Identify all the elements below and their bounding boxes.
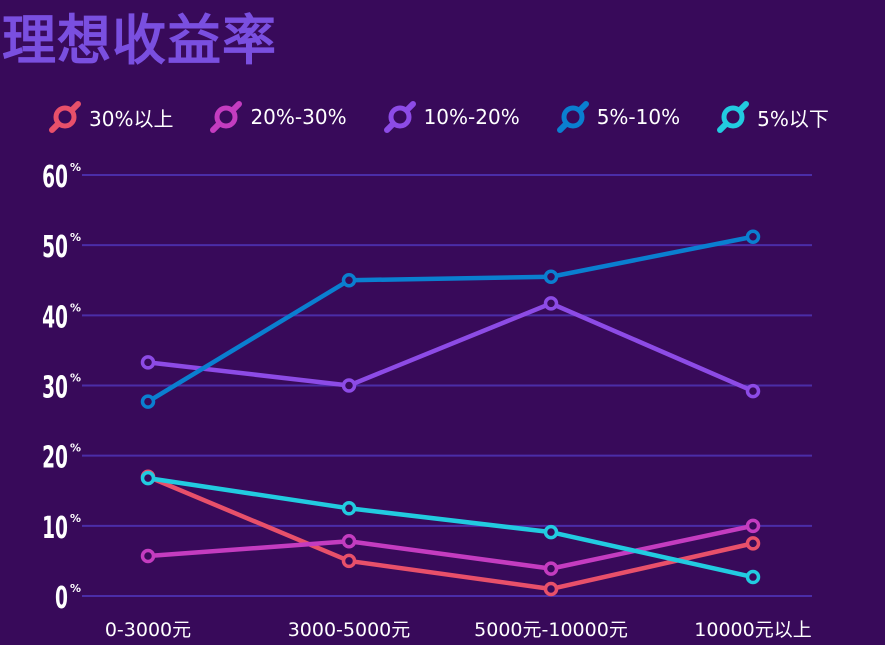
chart-title: 理想收益率: [2, 9, 277, 72]
series-line: [145, 234, 756, 404]
y-tick-suffix: %: [70, 372, 81, 385]
series-line: [145, 475, 756, 580]
legend-item: 20%-30%: [209, 100, 347, 134]
data-point: [543, 524, 559, 540]
legend-item: 10%-20%: [383, 100, 520, 134]
legend-marker-icon: [210, 101, 243, 133]
legend: 30%以上 20%-30% 10%-20% 5%-10% 5%以下: [48, 100, 865, 134]
data-point: [745, 536, 761, 551]
y-tick-suffix: %: [70, 442, 81, 455]
legend-marker-icon: [717, 101, 750, 133]
series-line: [145, 301, 756, 394]
x-tick-label: 5000元-10000元: [474, 619, 628, 641]
data-point: [140, 548, 156, 564]
data-point: [745, 383, 761, 399]
x-tick-label: 10000元以上: [694, 619, 811, 641]
y-tick-suffix: %: [70, 512, 81, 525]
legend-label: 5%以下: [757, 106, 829, 131]
legend-label: 5%-10%: [596, 105, 681, 129]
data-point: [140, 394, 156, 409]
legend-marker-icon: [556, 101, 589, 133]
y-tick-label: 40: [42, 300, 68, 335]
data-point: [543, 269, 559, 284]
data-point: [341, 378, 357, 393]
legend-label: 10%-20%: [423, 105, 520, 129]
legend-label: 30%以上: [89, 106, 174, 131]
y-tick-label: 30: [42, 370, 68, 405]
y-tick-label: 60: [42, 159, 68, 194]
data-point: [341, 553, 357, 569]
legend-item: 30%以上: [48, 100, 173, 134]
legend-item: 5%-10%: [556, 100, 680, 134]
y-tick-label: 50: [42, 230, 68, 265]
data-point: [745, 569, 761, 585]
y-tick-label: 20: [42, 440, 68, 475]
legend-item: 5%以下: [716, 100, 829, 134]
data-point: [543, 581, 559, 597]
series-line: [145, 523, 756, 571]
data-point: [341, 501, 357, 516]
data-point: [543, 296, 559, 311]
legend-marker-icon: [49, 101, 81, 133]
y-tick-suffix: %: [70, 582, 81, 595]
legend-marker-icon: [383, 101, 416, 133]
y-tick-suffix: %: [70, 231, 81, 244]
x-tick-label: 3000-5000元: [288, 619, 411, 641]
data-point: [140, 470, 156, 486]
y-tick-suffix: %: [70, 301, 81, 314]
y-tick-label: 10: [42, 510, 68, 545]
y-tick-suffix: %: [70, 161, 81, 174]
data-point: [341, 534, 357, 549]
series-line: [145, 474, 756, 592]
x-tick-label: 0-3000元: [105, 619, 191, 641]
y-tick-label: 0: [55, 580, 68, 615]
data-point: [745, 518, 761, 534]
data-point: [140, 355, 156, 370]
data-point: [341, 273, 357, 288]
data-point: [745, 229, 761, 244]
legend-label: 20%-30%: [250, 105, 347, 129]
data-point: [543, 561, 559, 576]
